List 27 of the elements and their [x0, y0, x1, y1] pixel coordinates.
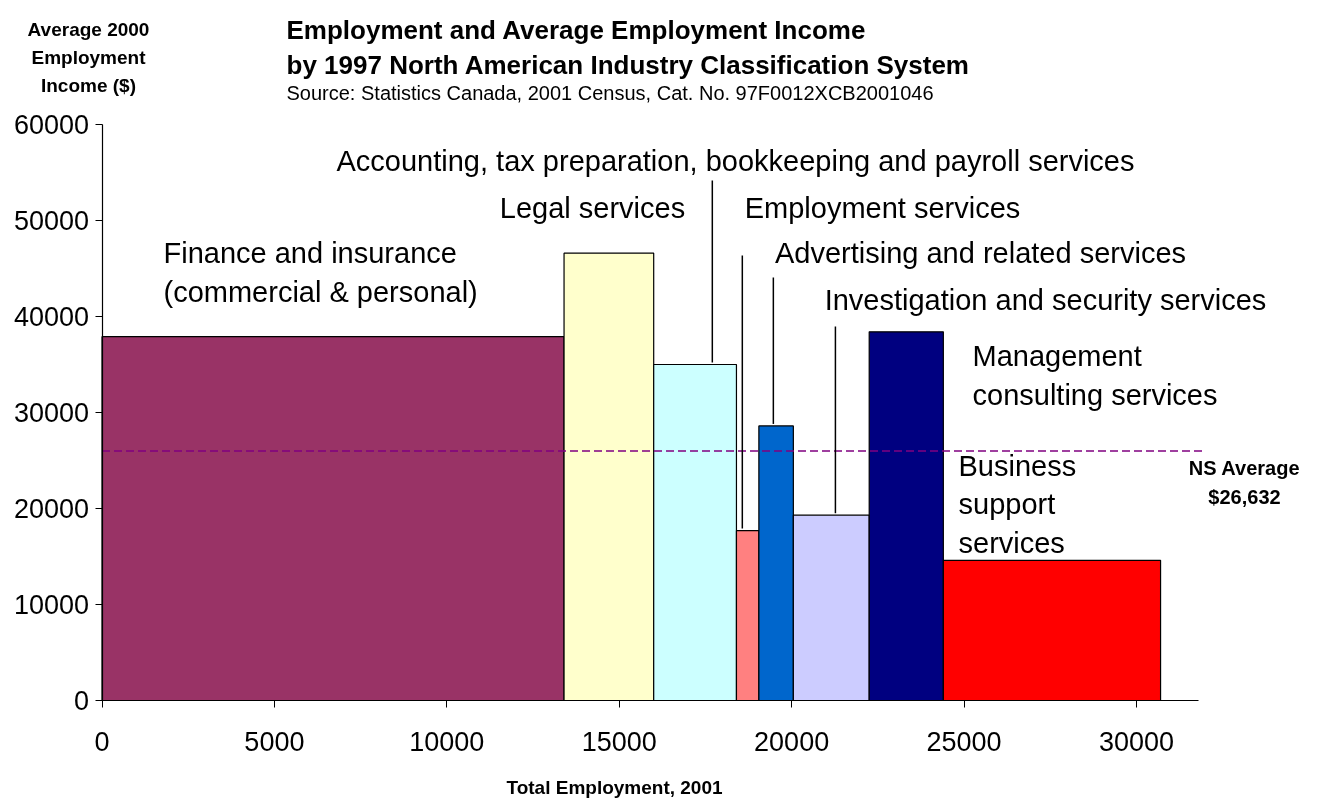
y-axis-title: Average 2000 Employment Income ($): [27, 18, 150, 97]
chart-title: Employment and Average Employment Income by 1997 North American Industry Classification System: [286, 15, 969, 80]
annotation: Business support services: [958, 450, 1077, 559]
y-tick-label: 10000: [13, 590, 90, 620]
x-tick-label: 0: [94, 726, 110, 757]
y-tick-label: 40000: [13, 302, 90, 332]
x-axis-title: Total Employment, 2001: [506, 777, 723, 798]
y-tick-label: 60000: [13, 110, 90, 140]
x-tick-label: 15000: [581, 726, 657, 757]
y-tick-label: 30000: [13, 398, 90, 428]
x-tick-label: 30000: [1098, 726, 1174, 757]
annotation: Employment services: [744, 191, 1021, 224]
annotation: Accounting, tax preparation, bookkeeping and payroll services: [336, 144, 1135, 177]
annotation: Management consulting services: [972, 340, 1218, 411]
ref-line-label: NS Average $26,632: [1188, 457, 1300, 508]
annotation: Finance and insurance (commercial & personal): [163, 237, 478, 308]
y-tick-label: 20000: [13, 494, 90, 524]
x-tick-label: 5000: [244, 726, 305, 757]
y-tick-label: 50000: [13, 206, 90, 236]
x-tick-label: 25000: [926, 726, 1002, 757]
x-tick-label: 10000: [409, 726, 485, 757]
annotation: Investigation and security services: [824, 283, 1267, 316]
x-tick-label: 20000: [754, 726, 830, 757]
annotation: Advertising and related services: [774, 236, 1187, 269]
y-tick-label: 0: [73, 686, 90, 716]
chart-subtitle: Source: Statistics Canada, 2001 Census, Cat. No. 97F0012XCB2001046: [286, 81, 934, 104]
annotation: Legal services: [499, 191, 686, 224]
